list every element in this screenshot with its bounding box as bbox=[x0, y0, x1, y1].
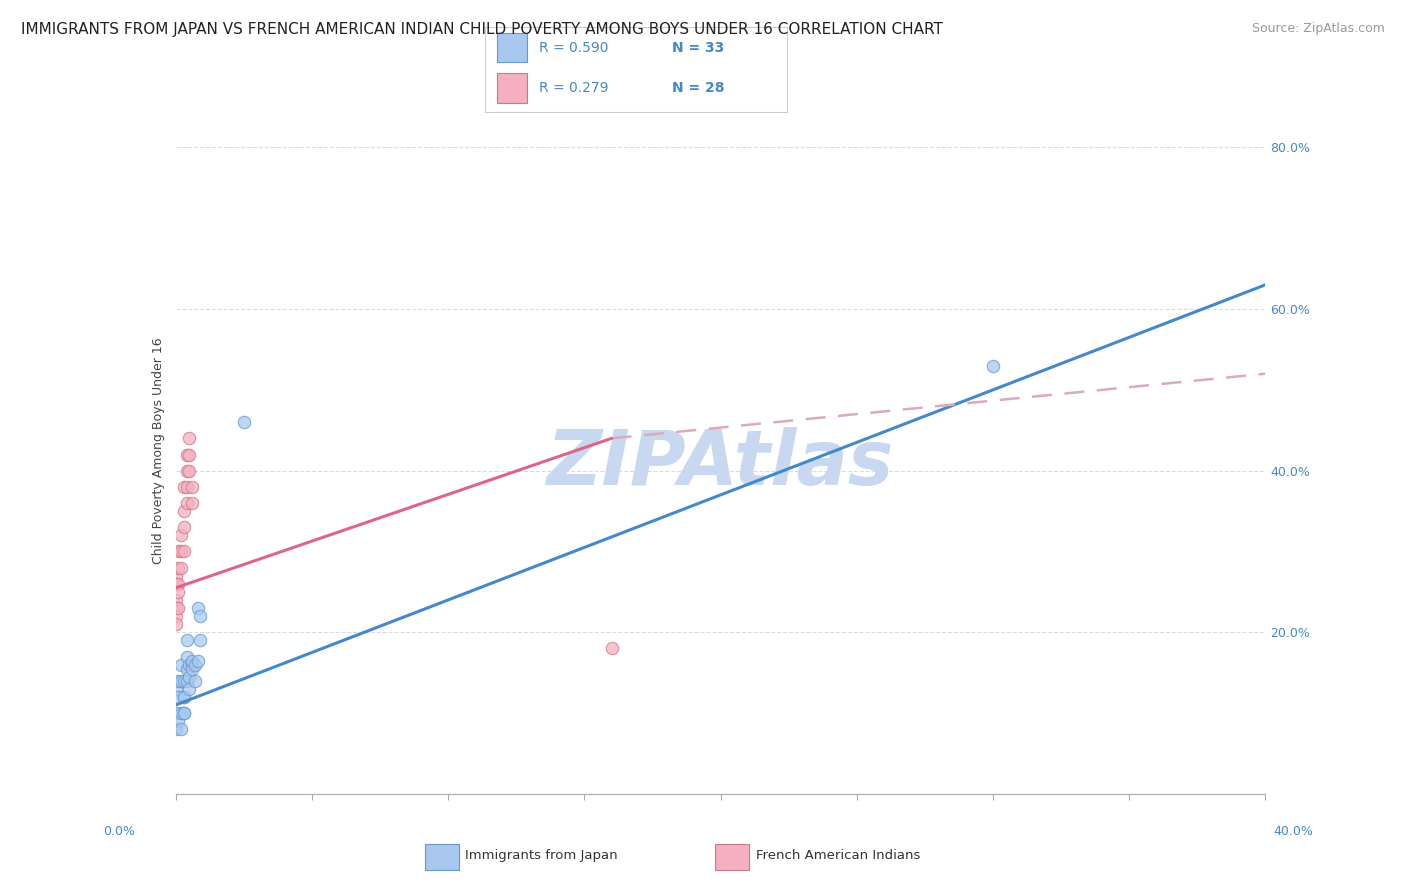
Point bbox=[176, 480, 198, 494]
Point bbox=[165, 706, 187, 720]
Point bbox=[165, 568, 187, 582]
Text: 40.0%: 40.0% bbox=[1274, 825, 1313, 838]
Point bbox=[181, 496, 204, 510]
Point bbox=[165, 681, 187, 696]
Point bbox=[179, 431, 201, 445]
Point bbox=[173, 690, 195, 704]
Point bbox=[176, 673, 198, 688]
Point bbox=[179, 670, 201, 684]
Point bbox=[170, 673, 193, 688]
Point bbox=[170, 723, 193, 737]
Point bbox=[170, 528, 193, 542]
Point bbox=[165, 617, 187, 632]
Y-axis label: Child Poverty Among Boys Under 16: Child Poverty Among Boys Under 16 bbox=[152, 337, 165, 564]
Text: French American Indians: French American Indians bbox=[755, 849, 920, 863]
Point bbox=[165, 576, 187, 591]
Text: Immigrants from Japan: Immigrants from Japan bbox=[465, 849, 617, 863]
Point bbox=[188, 633, 211, 648]
Point bbox=[981, 359, 1004, 373]
Point bbox=[173, 504, 195, 518]
Text: R = 0.590: R = 0.590 bbox=[540, 40, 609, 54]
Point bbox=[179, 657, 201, 672]
Bar bbox=[498, 33, 527, 62]
Point bbox=[170, 706, 193, 720]
Point bbox=[232, 415, 254, 429]
Point bbox=[181, 657, 204, 672]
Text: Source: ZipAtlas.com: Source: ZipAtlas.com bbox=[1251, 22, 1385, 36]
Point bbox=[170, 560, 193, 574]
Point bbox=[600, 641, 623, 656]
Point bbox=[173, 690, 195, 704]
Point bbox=[176, 633, 198, 648]
Point bbox=[173, 544, 195, 558]
Bar bbox=[425, 844, 458, 870]
Point bbox=[184, 657, 207, 672]
Point bbox=[184, 673, 207, 688]
Bar bbox=[498, 73, 527, 103]
Point bbox=[167, 560, 190, 574]
Point bbox=[165, 723, 187, 737]
Point bbox=[181, 654, 204, 668]
Point bbox=[181, 480, 204, 494]
Point bbox=[167, 544, 190, 558]
Point bbox=[186, 654, 209, 668]
Point bbox=[176, 448, 198, 462]
Text: ZIPAtlas: ZIPAtlas bbox=[547, 427, 894, 501]
Point bbox=[167, 576, 190, 591]
Point bbox=[176, 649, 198, 664]
Text: IMMIGRANTS FROM JAPAN VS FRENCH AMERICAN INDIAN CHILD POVERTY AMONG BOYS UNDER 1: IMMIGRANTS FROM JAPAN VS FRENCH AMERICAN… bbox=[21, 22, 943, 37]
Text: 0.0%: 0.0% bbox=[104, 825, 135, 838]
Bar bbox=[716, 844, 749, 870]
Point bbox=[186, 601, 209, 615]
Point bbox=[173, 706, 195, 720]
Point bbox=[176, 496, 198, 510]
Point bbox=[170, 657, 193, 672]
Point bbox=[176, 464, 198, 478]
Point bbox=[181, 662, 204, 676]
Point bbox=[170, 544, 193, 558]
Point bbox=[167, 714, 190, 728]
Point bbox=[165, 609, 187, 624]
Point bbox=[165, 601, 187, 615]
Point bbox=[167, 673, 190, 688]
Point bbox=[167, 601, 190, 615]
Point bbox=[167, 690, 190, 704]
Point bbox=[176, 662, 198, 676]
Text: N = 33: N = 33 bbox=[672, 40, 724, 54]
Text: R = 0.279: R = 0.279 bbox=[540, 81, 609, 95]
Point bbox=[173, 673, 195, 688]
Point bbox=[167, 585, 190, 599]
Point bbox=[173, 480, 195, 494]
Point bbox=[179, 681, 201, 696]
Point bbox=[173, 520, 195, 534]
Text: N = 28: N = 28 bbox=[672, 81, 725, 95]
Point bbox=[188, 609, 211, 624]
Point bbox=[165, 593, 187, 607]
Point bbox=[173, 706, 195, 720]
Point bbox=[179, 464, 201, 478]
Point bbox=[179, 448, 201, 462]
